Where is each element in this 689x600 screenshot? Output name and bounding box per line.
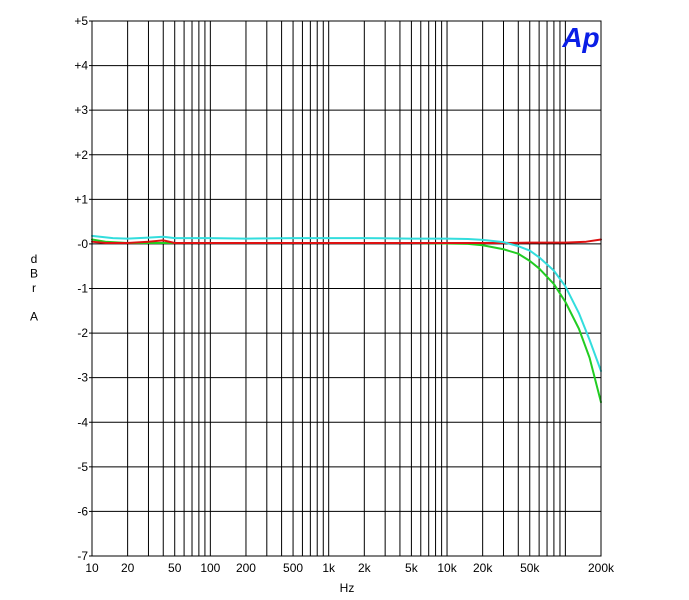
series-line (91, 234, 602, 372)
x-tick-label: 200 (236, 561, 256, 575)
x-tick-label: 20 (121, 561, 135, 575)
x-tick-label: 5k (405, 561, 419, 575)
y-tick-label: +4 (74, 59, 88, 73)
x-tick-label: 1k (322, 561, 336, 575)
x-tick-labels: 10 20 50 100 200 500 1k 2k 5k 10k 20k 50k 200k (85, 561, 615, 575)
y-tick-label: -5 (77, 460, 88, 474)
x-axis-label: Hz (340, 581, 355, 595)
y-tick-label: -6 (77, 504, 88, 518)
grid-lines (92, 21, 601, 556)
y-tick-label: -2 (77, 326, 88, 340)
x-tick-label: 50k (520, 561, 540, 575)
y-tick-label: +2 (74, 148, 88, 162)
series-line (91, 238, 602, 245)
x-tick-label: 10k (437, 561, 457, 575)
series-lines (91, 234, 602, 404)
x-tick-label: 500 (283, 561, 303, 575)
x-tick-label: 100 (200, 561, 220, 575)
x-tick-label: 2k (358, 561, 372, 575)
y-tick-label: +1 (74, 192, 88, 206)
y-tick-labels: +5 +4 +3 +2 +1 -0 -1 -2 -3 -4 -5 -6 -7 (74, 14, 92, 563)
y-tick-label: +5 (74, 14, 88, 28)
y-tick-label: -7 (77, 549, 88, 563)
ap-logo: Ap (561, 22, 599, 53)
y-tick-label: -3 (77, 371, 88, 385)
x-tick-label: 200k (588, 561, 615, 575)
y-tick-label: -0 (77, 237, 88, 251)
x-tick-label: 50 (168, 561, 182, 575)
x-tick-label: 20k (473, 561, 493, 575)
y-tick-label: -4 (77, 415, 88, 429)
y-tick-label: -1 (77, 282, 88, 296)
y-tick-label: +3 (74, 103, 88, 117)
x-tick-label: 10 (85, 561, 99, 575)
